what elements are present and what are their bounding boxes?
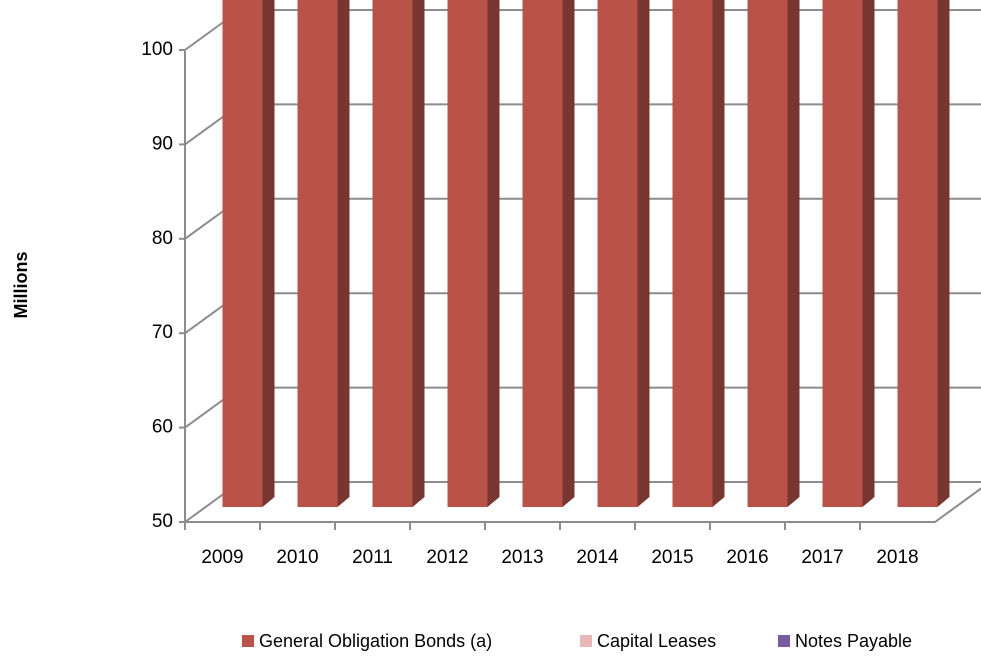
x-tick-label: 2009 bbox=[201, 547, 243, 568]
bar-side bbox=[712, 0, 725, 507]
x-tick-label: 2013 bbox=[501, 547, 543, 568]
bar-side bbox=[487, 0, 500, 507]
x-tick-label: 2011 bbox=[352, 547, 393, 568]
y-tick-label: 50 bbox=[152, 511, 173, 532]
bar-side bbox=[262, 0, 275, 507]
legend-label: Notes Payable bbox=[795, 631, 912, 651]
bar bbox=[597, 0, 638, 508]
x-tick-label: 2018 bbox=[876, 547, 918, 568]
x-tick-label: 2012 bbox=[426, 547, 468, 568]
y-tick-label: 70 bbox=[152, 322, 173, 343]
x-tick-label: 2015 bbox=[651, 547, 693, 568]
x-tick-label: 2014 bbox=[576, 547, 619, 568]
x-tick-label: 2017 bbox=[801, 547, 843, 568]
bar bbox=[522, 0, 563, 508]
legend-swatch bbox=[778, 635, 790, 647]
y-tick-label: 90 bbox=[152, 133, 173, 154]
bar bbox=[897, 0, 938, 507]
y-tick-label: 100 bbox=[141, 39, 173, 60]
y-tick-label: 60 bbox=[152, 417, 173, 438]
bar bbox=[222, 0, 263, 507]
bar-side bbox=[862, 0, 875, 507]
bar bbox=[822, 0, 863, 507]
bar bbox=[747, 0, 788, 508]
legend-label: Capital Leases bbox=[597, 631, 716, 651]
bar bbox=[372, 0, 413, 507]
legend-label: General Obligation Bonds (a) bbox=[259, 631, 492, 651]
bar-side bbox=[637, 0, 650, 507]
bar-side bbox=[337, 0, 350, 507]
y-axis-label: Millions bbox=[11, 252, 31, 319]
bar-side bbox=[937, 0, 950, 507]
legend-swatch bbox=[242, 635, 254, 647]
x-tick-label: 2016 bbox=[726, 547, 768, 568]
bar bbox=[297, 0, 338, 507]
legend-swatch bbox=[580, 635, 592, 647]
x-tick-label: 2010 bbox=[276, 547, 318, 568]
bar-side bbox=[562, 0, 575, 507]
floor bbox=[185, 487, 981, 523]
bar bbox=[447, 0, 488, 508]
bar bbox=[672, 0, 713, 507]
y-tick-label: 80 bbox=[152, 228, 173, 249]
bar-side bbox=[787, 0, 800, 507]
bar-side bbox=[412, 0, 425, 507]
